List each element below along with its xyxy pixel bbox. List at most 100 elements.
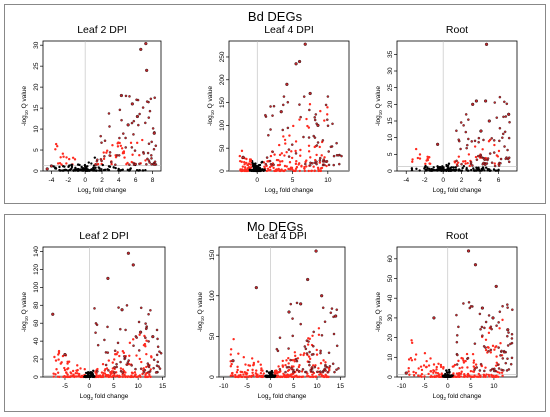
highlight-point [491, 316, 495, 320]
data-point [484, 338, 488, 341]
data-point [496, 155, 500, 158]
data-point [435, 368, 438, 371]
data-point [492, 369, 496, 373]
data-point [251, 368, 254, 372]
data-point [311, 162, 314, 165]
data-point [136, 169, 140, 172]
data-point [65, 162, 68, 165]
data-point [248, 162, 251, 166]
data-point [485, 162, 489, 165]
data-point [299, 353, 302, 356]
data-point [429, 169, 433, 172]
data-point [408, 373, 411, 376]
data-point [108, 151, 112, 154]
data-point [482, 167, 485, 170]
data-point [295, 160, 298, 163]
data-point [413, 358, 417, 361]
data-point [283, 154, 286, 157]
data-point [314, 364, 317, 367]
data-point [289, 168, 292, 171]
y-tick-label: 25 [33, 62, 40, 70]
data-point [466, 356, 470, 360]
data-point [145, 100, 149, 103]
data-point [126, 168, 130, 172]
data-point [72, 169, 75, 172]
highlight-point [144, 41, 148, 46]
data-point [504, 157, 507, 161]
data-point [411, 160, 414, 163]
data-point [91, 371, 94, 375]
data-point [154, 144, 158, 147]
data-point [268, 372, 271, 375]
data-point [316, 141, 320, 144]
y-tick-label: 5 [387, 152, 394, 156]
data-point [54, 359, 58, 362]
data-point [450, 166, 453, 169]
data-point [147, 340, 150, 343]
data-point [305, 117, 308, 121]
data-point [66, 373, 69, 376]
data-point [141, 138, 144, 142]
data-point [79, 367, 82, 370]
data-point [229, 374, 233, 377]
data-point [96, 370, 99, 373]
data-point [478, 312, 482, 316]
data-point [133, 371, 137, 374]
data-point [499, 354, 502, 357]
data-point [283, 138, 287, 142]
data-point [241, 165, 245, 168]
data-point [314, 375, 318, 379]
data-point [489, 169, 492, 172]
x-tick-label: -2 [65, 177, 71, 184]
data-point [289, 302, 293, 306]
data-point [303, 169, 307, 173]
data-point [253, 169, 256, 172]
highlight-point [299, 302, 303, 306]
data-point [93, 156, 97, 159]
data-point [66, 169, 70, 172]
data-point [483, 169, 486, 172]
data-point [118, 354, 121, 358]
data-point [313, 136, 317, 139]
data-point [126, 361, 130, 364]
data-point [76, 372, 79, 375]
data-point [443, 375, 446, 378]
data-point [272, 104, 276, 108]
data-point [506, 148, 509, 152]
y-tick-label: 30 [387, 67, 394, 75]
data-point [148, 161, 151, 164]
data-point [335, 141, 338, 145]
data-point [335, 344, 339, 348]
highlight-point [231, 359, 235, 363]
data-point [151, 127, 155, 130]
data-point [458, 366, 461, 370]
data-point [75, 369, 78, 372]
data-point [155, 353, 159, 357]
highlight-point [139, 47, 143, 51]
data-point [260, 169, 263, 172]
data-point [85, 375, 88, 378]
data-point [420, 368, 424, 372]
data-point [291, 317, 294, 320]
data-point [290, 156, 294, 160]
data-point [144, 121, 147, 125]
data-point [272, 166, 275, 170]
highlight-point [308, 91, 312, 96]
y-axis-label: -log10 Q value [197, 292, 205, 332]
data-point [307, 126, 311, 129]
data-point [482, 161, 485, 165]
highlight-point [287, 310, 291, 314]
data-points [238, 42, 343, 173]
data-point [284, 142, 287, 145]
y-axis-label: -log10 Q value [375, 86, 383, 126]
data-point [67, 375, 71, 379]
data-point [246, 167, 249, 170]
data-point [432, 169, 435, 172]
x-tick-label: -2 [422, 177, 428, 184]
data-point [138, 357, 141, 361]
data-point [101, 375, 104, 379]
data-point [508, 120, 511, 124]
data-point [315, 153, 318, 157]
data-point [493, 162, 496, 165]
data-point [465, 352, 469, 356]
